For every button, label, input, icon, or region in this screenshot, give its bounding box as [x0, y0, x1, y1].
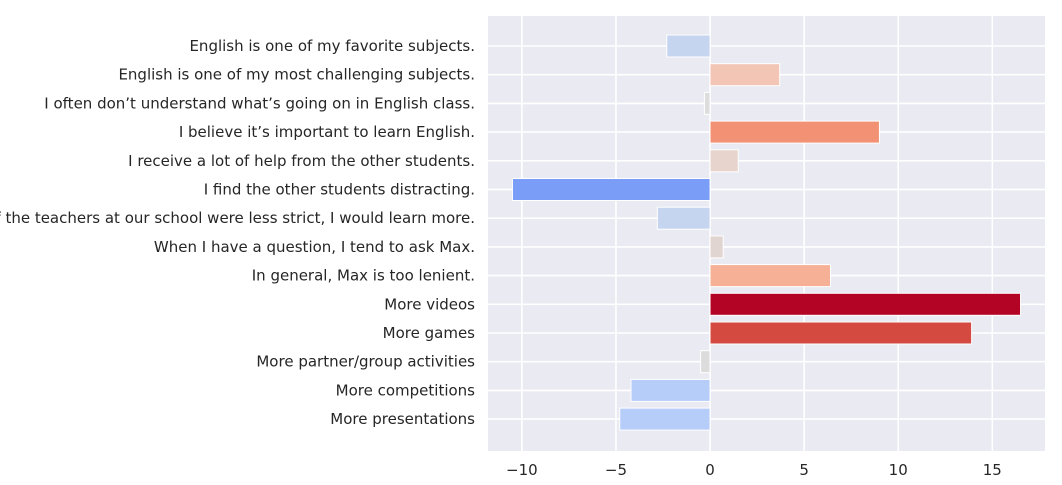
bar [619, 407, 711, 431]
bar [666, 34, 711, 58]
category-label: I find the other students distracting. [204, 181, 475, 199]
category-label: More competitions [336, 381, 476, 399]
plot-area [488, 16, 1045, 451]
category-label: I believe it’s important to learn Englis… [179, 123, 475, 141]
bars [511, 34, 1022, 431]
category-label: More games [383, 324, 476, 342]
bar [656, 206, 711, 230]
x-tick-label: 10 [889, 461, 908, 479]
bar [709, 321, 973, 345]
x-tick-labels: −10 −5 0 5 10 15 [506, 461, 1002, 479]
x-tick-label: 5 [799, 461, 809, 479]
x-tick-label: −5 [605, 461, 627, 479]
category-label: English is one of my favorite subjects. [189, 37, 475, 55]
x-tick-label: 15 [983, 461, 1002, 479]
x-tick-label: −10 [506, 461, 538, 479]
bar [511, 178, 711, 201]
category-label: When I have a question, I tend to ask Ma… [154, 238, 475, 256]
category-label: I receive a lot of help from the other s… [128, 152, 475, 170]
category-label: More partner/group activities [256, 353, 475, 371]
category-label: More presentations [330, 410, 475, 428]
bar [700, 350, 711, 374]
x-tick-label: 0 [705, 461, 715, 479]
bar [709, 264, 831, 288]
bar [709, 120, 880, 144]
category-label: English is one of my most challenging su… [118, 66, 475, 84]
category-label: I often don’t understand what’s going on… [44, 94, 475, 112]
bar [703, 91, 711, 115]
category-label: More videos [384, 295, 475, 313]
bar [630, 378, 711, 402]
bar [709, 149, 739, 173]
bar [709, 292, 1022, 316]
bar [709, 235, 724, 259]
category-labels: English is one of my favorite subjects. E… [0, 37, 475, 428]
bar [709, 63, 781, 87]
category-label: In general, Max is too lenient. [252, 267, 475, 285]
category-label: If the teachers at our school were less … [0, 209, 475, 227]
